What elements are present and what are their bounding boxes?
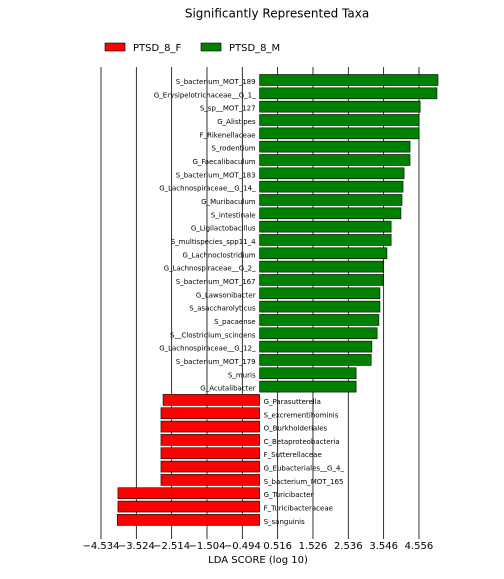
bar [259,167,405,180]
category-label: S_muris [228,371,256,379]
category-label: S_multispecies_spp11_4 [171,238,256,246]
category-label: F_Sutterellaceae [264,451,322,459]
bar [259,74,439,86]
bar [259,287,381,300]
category-label: F_Rikenellaceae [199,131,255,139]
category-label: S_excrementihominis [264,411,339,419]
category-label: S_bacterium_MOT_179 [176,358,256,366]
bar [259,127,420,140]
legend-swatch [104,42,126,52]
category-label: S_asaccharolyticus [189,305,256,313]
x-tick-label: 2.536 [334,541,363,552]
bar [259,300,381,313]
category-label: S_bacterium_MOT_183 [176,171,256,179]
bar [259,207,402,220]
bar [259,194,403,206]
category-label: G_Lachnospiraceae__G_12_ [159,345,256,353]
legend-label: PTSD_8_M [229,43,280,54]
bar [259,354,372,366]
bar [259,234,392,246]
category-label: S_bacterium_MOT_165 [264,478,344,486]
x-tick-label: −2.514 [153,541,190,552]
bar [259,314,380,326]
bar [259,154,411,166]
chart-title: Significantly Represented Taxa [185,7,369,21]
x-axis-label: LDA SCORE (log 10) [208,555,308,566]
bar [259,274,384,286]
x-tick-label: −4.534 [82,541,119,552]
x-tick-label: −1.504 [188,541,225,552]
bar [259,327,378,340]
x-tick-label: 1.526 [299,541,328,552]
bar [116,514,260,526]
category-label: F_Turicibacteraceae [264,505,333,513]
category-label: S_rodentium [212,145,256,153]
bar [259,220,392,233]
bar [162,394,260,406]
category-label: G_Faecalibaculum [192,158,255,166]
bar [259,380,357,393]
bar [117,487,260,500]
category-label: G_Erysipelotrichaceae__G_1_ [154,91,256,99]
bar [160,447,260,460]
x-tick-label: −0.494 [224,541,261,552]
category-label: G_Turicibacter [264,491,314,499]
category-label: S_bacterium_MOT_189 [176,78,256,86]
category-label: G_Lachnoclostridium [183,251,256,259]
category-label: G_Parasutterella [264,398,321,406]
category-label: S__Clostridium_scindens [170,331,256,339]
category-label: S_sp__MOT_127 [200,105,256,113]
category-label: G_Eubacteriales__G_4_ [264,465,345,473]
category-label: S_intestinale [211,211,256,219]
category-label: G_Ligilactobacillus [191,225,256,233]
bar [259,114,420,126]
bar [117,500,260,513]
bar [160,474,260,486]
category-label: G_Lachnospiraceae__G_2_ [164,265,256,273]
bar [160,434,260,446]
bar [259,140,411,153]
legend-swatch [200,42,222,52]
category-label: S_sanguinis [264,518,306,526]
bar [259,87,438,100]
x-tick-label: −3.524 [118,541,155,552]
category-label: S_pacaense [214,318,256,326]
bar [259,340,373,353]
category-label: C_Betaproteobacteria [264,438,340,446]
category-label: G_Acutalibacter [200,385,255,393]
category-label: G_Lawsonibacter [196,291,256,299]
legend-label: PTSD_8_F [133,43,182,54]
x-tick-label: 0.516 [263,541,292,552]
category-label: G_Alistipes [217,118,256,126]
bar [259,247,388,260]
x-tick-label: 3.546 [369,541,398,552]
bar [259,100,421,113]
bar [160,420,260,433]
bar [160,460,260,473]
category-label: S_bacterium_MOT_167 [176,278,256,286]
bar [160,407,260,420]
bar [259,367,357,380]
category-label: G_Lachnospiraceae__G_14_ [159,185,256,193]
bar [259,260,384,273]
bar [259,180,404,193]
x-tick-label: 4.556 [405,541,434,552]
category-label: G_Muribaculum [201,198,256,206]
category-label: O_Burkholderiales [264,425,328,433]
